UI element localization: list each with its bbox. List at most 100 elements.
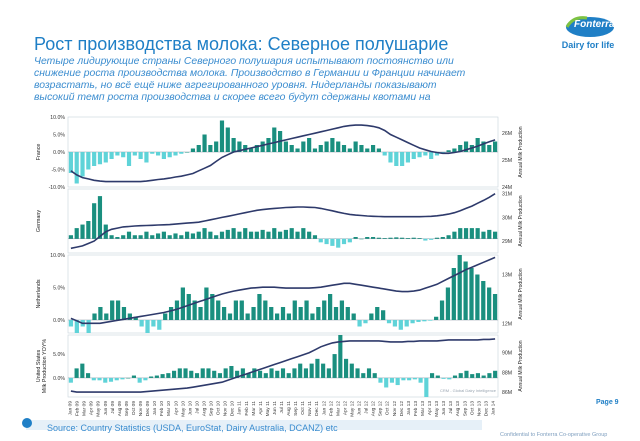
slide-subtitle: Четыре лидирующие страны Северного полуш… — [34, 56, 466, 103]
x-tick-label: Jul 13 — [448, 401, 454, 414]
panel-2-bar — [446, 235, 451, 239]
panel-3-bar — [210, 294, 215, 320]
panel-3-bar — [133, 316, 138, 320]
panel-4-bar — [189, 370, 194, 378]
panel-4-bar — [447, 377, 452, 380]
panel-4-production-line — [70, 338, 496, 393]
panel-1-bar — [109, 152, 114, 159]
panel-1-bar — [167, 152, 172, 158]
panel-2-bar — [126, 231, 132, 239]
x-tick-label: Jul 09 — [110, 401, 116, 414]
panel-2-bar — [429, 238, 434, 240]
panel-3-bar — [227, 313, 233, 320]
panel-2-bar — [86, 221, 91, 239]
x-tick-label: Apr 09 — [89, 401, 95, 415]
logo-word: Fonterra — [574, 19, 615, 30]
x-tick-label: Nov 12 — [392, 401, 398, 417]
panel-2-bar — [353, 237, 358, 239]
panel-4-bar — [280, 368, 286, 378]
x-tick-label: Jan 12 — [321, 401, 327, 416]
panel-2-bar — [150, 235, 155, 239]
panel-2-bar — [330, 238, 335, 246]
panel-1-bar — [458, 145, 463, 152]
panel-4-bar — [303, 368, 308, 378]
panel-4-bar — [452, 375, 458, 378]
panel-2-bar — [283, 229, 288, 239]
panel-3-bar — [68, 320, 74, 327]
panel-2-bar — [173, 233, 178, 239]
panel-2-bar — [370, 237, 376, 239]
panel-3-bar — [98, 307, 103, 320]
panel-2-bar — [97, 196, 103, 239]
x-tick-label: Feb 13 — [413, 401, 419, 416]
panel-4-bar — [338, 335, 343, 378]
x-tick-label: Aug 11 — [286, 401, 292, 416]
panel-3-bar — [404, 320, 409, 327]
panel-1-bar — [202, 134, 207, 152]
panel-1-bar — [493, 141, 498, 152]
panel-2-bar — [493, 231, 498, 239]
x-tick-label: Apr 11 — [258, 401, 264, 415]
panel-2-bar — [289, 228, 294, 239]
panel-1-bar — [359, 145, 364, 152]
panel-2-bar — [481, 231, 486, 239]
panel-2-bar — [248, 231, 254, 239]
panel-2-bar — [295, 231, 300, 239]
panel-1-bar — [138, 152, 143, 159]
panel-1-bar — [481, 141, 486, 152]
panel-4-right-tick: 88M — [502, 370, 512, 376]
panel-1-bar — [417, 152, 422, 158]
x-tick-label: Aug 10 — [202, 401, 208, 417]
panel-3-right-tick: 12M — [502, 321, 512, 327]
panel-1-left-tick: -10.0% — [49, 185, 66, 191]
panel-4-bar — [378, 377, 383, 383]
panel-2-right-tick: 31M — [502, 192, 512, 198]
panel-2-bar — [312, 235, 318, 239]
panel-4-bar — [315, 358, 320, 378]
panel-2-country-label: Germany — [36, 210, 42, 232]
panel-4-country-label: United States — [36, 350, 42, 383]
x-tick-label: Nov 09 — [138, 401, 144, 417]
panel-3-right-axis-label: Annual Milk Production — [518, 268, 524, 319]
panel-1-bar — [446, 150, 451, 152]
panel-4-bar — [97, 377, 102, 381]
panel-1-bar — [121, 152, 126, 158]
panel-3-bar — [351, 313, 356, 320]
x-tick-label: Jul 11 — [279, 401, 285, 414]
panel-1-bar — [103, 152, 108, 163]
panel-2-bar — [411, 237, 416, 239]
panel-3-bar — [434, 316, 439, 320]
panel-4-bar — [401, 377, 406, 381]
panel-2-bar — [214, 235, 219, 239]
panel-2-bar — [196, 231, 201, 239]
panel-3-bar — [422, 320, 427, 322]
x-tick-label: Apr 12 — [342, 401, 348, 415]
panel-3-bar — [328, 294, 333, 320]
logo-badge-icon — [565, 16, 614, 37]
panel-3-bar — [310, 313, 315, 320]
x-tick-label: Sep 11 — [293, 401, 299, 416]
x-tick-label: Jan 10 — [152, 401, 158, 416]
panel-1-right-tick: 25M — [502, 158, 512, 164]
panel-4-bar — [418, 377, 423, 383]
panel-4-bar — [137, 377, 142, 383]
panel-3-bar — [151, 320, 156, 327]
page-number: Page 9 — [596, 399, 619, 406]
x-tick-label: Feb 10 — [159, 401, 165, 416]
panel-2-bar — [138, 235, 143, 239]
x-tick-label: Aug 13 — [455, 401, 461, 417]
watermark-label: CRM - Global Dairy Intelligence — [440, 388, 497, 393]
panel-4-bar — [389, 377, 394, 383]
x-tick-label: Aug 09 — [117, 401, 123, 417]
panel-3-frame — [67, 254, 499, 334]
panel-1-bar — [225, 127, 230, 152]
panel-1-bar — [208, 145, 213, 152]
panel-3-production-line — [70, 256, 496, 325]
panel-2-bar — [452, 231, 457, 239]
panel-2-bar — [243, 228, 248, 239]
panel-4-bar — [464, 370, 469, 378]
panel-2-bar — [324, 238, 329, 245]
panel-1-left-tick: 5.0% — [53, 133, 65, 139]
confidential-note: Confidential to Fonterra Co-operative Gr… — [500, 432, 608, 438]
panel-2-bar — [225, 229, 230, 239]
